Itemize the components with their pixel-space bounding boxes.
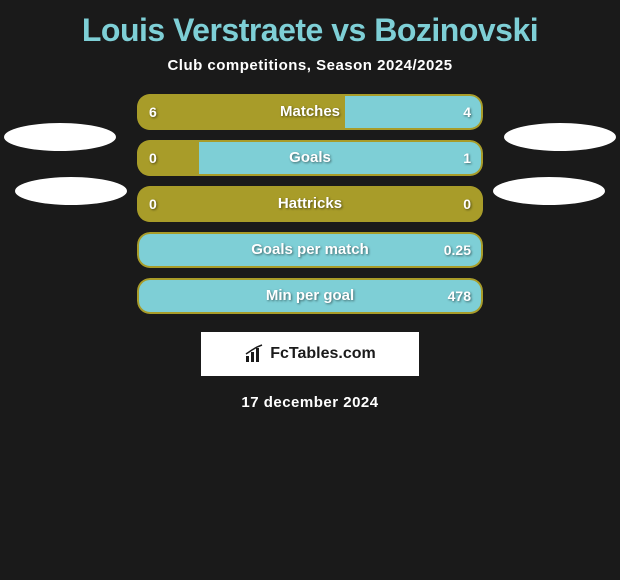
logo-label: FcTables.com [270,345,376,363]
stat-value-right: 4 [463,94,471,130]
player-right-avatar-2 [493,177,605,205]
stat-label: Hattricks [137,186,483,222]
date-text: 17 december 2024 [0,394,620,411]
stat-label: Goals [137,140,483,176]
stat-value-right: 478 [448,278,471,314]
stat-value-right: 1 [463,140,471,176]
stat-row: 0Hattricks0 [137,186,483,222]
stat-value-right: 0 [463,186,471,222]
logo-text: FcTables.com [244,344,376,364]
subtitle: Club competitions, Season 2024/2025 [0,57,620,94]
logo-box: FcTables.com [201,332,419,376]
stat-row: 0Goals1 [137,140,483,176]
page-title: Louis Verstraete vs Bozinovski [0,0,620,57]
player-left-avatar-1 [4,123,116,151]
stat-row: Goals per match0.25 [137,232,483,268]
stat-value-right: 0.25 [444,232,471,268]
stat-label: Min per goal [137,278,483,314]
stat-row: 6Matches4 [137,94,483,130]
player-left-avatar-2 [15,177,127,205]
stat-label: Goals per match [137,232,483,268]
stat-label: Matches [137,94,483,130]
chart-icon [244,344,266,364]
stats-chart: 6Matches40Goals10Hattricks0Goals per mat… [137,94,483,314]
stat-row: Min per goal478 [137,278,483,314]
player-right-avatar-1 [504,123,616,151]
